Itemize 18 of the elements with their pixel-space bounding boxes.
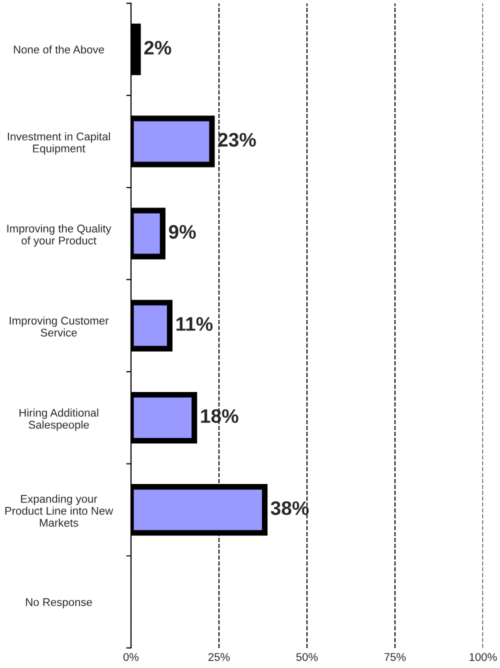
y-tick-label: No Response [26,598,92,608]
x-tick-label: 100% [470,653,497,661]
data-label: 38% [270,501,309,516]
data-label: 23% [218,132,256,147]
x-tick-label: 25% [208,653,230,661]
y-tick-label: Investment in Capital Equipment [8,132,110,155]
y-tick-label: Hiring Additional Salespeople [20,408,98,431]
x-tick-label: 0% [123,653,139,661]
data-label: 9% [168,225,196,239]
data-label: 18% [201,409,238,423]
y-tick-label: Expanding your Product Line into New Markets [5,494,114,527]
y-tick-label: None of the Above [14,45,104,54]
data-label: 11% [176,317,213,331]
data-label: 2% [144,40,172,55]
y-tick-label: Improving Customer Service [10,316,109,337]
y-tick-label: Improving the Quality of your Product [7,224,112,247]
x-tick-label: 50% [296,653,318,661]
x-tick-label: 75% [384,653,406,661]
